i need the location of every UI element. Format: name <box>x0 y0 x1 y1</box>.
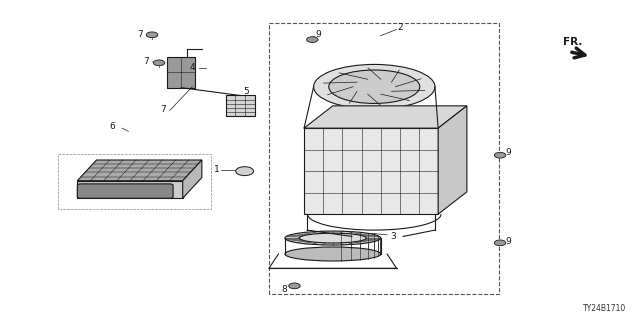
Polygon shape <box>182 160 202 198</box>
FancyBboxPatch shape <box>77 184 173 198</box>
Text: 6: 6 <box>109 122 115 131</box>
Polygon shape <box>438 106 467 214</box>
Text: 5: 5 <box>244 87 250 96</box>
Text: 1: 1 <box>214 165 220 174</box>
Text: 8: 8 <box>282 284 287 293</box>
Circle shape <box>494 240 506 246</box>
Text: 7: 7 <box>161 105 166 114</box>
Text: 3: 3 <box>390 232 396 241</box>
Text: 9: 9 <box>506 237 511 246</box>
Text: 9: 9 <box>316 30 321 39</box>
Text: 7: 7 <box>143 57 149 66</box>
Polygon shape <box>304 128 438 214</box>
Circle shape <box>236 167 253 176</box>
Ellipse shape <box>300 233 366 243</box>
Ellipse shape <box>285 231 381 245</box>
Circle shape <box>289 283 300 289</box>
Text: 7: 7 <box>137 30 143 39</box>
Polygon shape <box>304 106 467 128</box>
Ellipse shape <box>329 70 420 103</box>
Text: FR.: FR. <box>563 37 582 47</box>
Polygon shape <box>226 95 255 116</box>
Text: 2: 2 <box>397 23 403 32</box>
Polygon shape <box>167 57 195 88</box>
Text: 9: 9 <box>506 148 511 157</box>
Ellipse shape <box>314 64 435 109</box>
Circle shape <box>307 37 318 43</box>
Circle shape <box>494 152 506 158</box>
Ellipse shape <box>285 247 381 261</box>
Text: 4: 4 <box>189 63 195 72</box>
Circle shape <box>154 60 165 66</box>
Circle shape <box>147 32 158 38</box>
Polygon shape <box>77 181 182 198</box>
Text: TY24B1710: TY24B1710 <box>583 304 627 313</box>
Polygon shape <box>77 160 202 181</box>
